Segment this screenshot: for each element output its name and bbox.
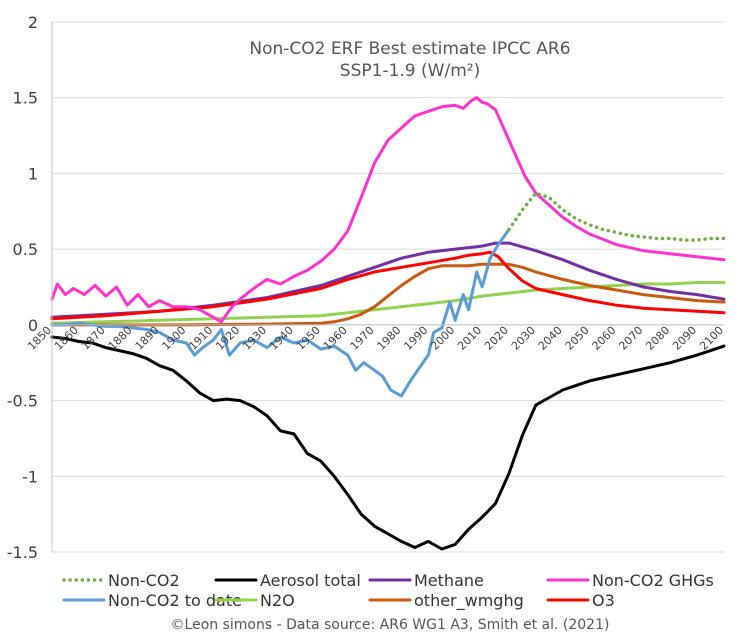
y-tick-label: 1.5 (13, 89, 38, 108)
x-tick-label: 2010 (455, 324, 484, 353)
y-tick-label: 0.5 (13, 240, 38, 259)
series-line-other-wmghg (50, 262, 726, 327)
legend-label: other_wmghg (414, 591, 524, 611)
series-line-non-co2-ghgs (50, 96, 726, 324)
chart-subtitle: SSP1-1.9 (W/m²) (340, 61, 480, 81)
y-tick-label: 0 (28, 316, 38, 335)
chart-title: Non-CO2 ERF Best estimate IPCC AR6 (249, 39, 570, 59)
x-tick-label: 1900 (160, 324, 189, 353)
x-tick-label: 2020 (482, 324, 511, 353)
x-tick-label: 1940 (267, 324, 296, 353)
legend: Non-CO2 Aerosol total Methane Non-CO2 GHGs N… (62, 571, 714, 611)
series-line-aerosol-total (50, 335, 726, 551)
source-note: ©Leon simons - Data source: AR6 WG1 A3, … (171, 617, 610, 633)
x-tick-label: 2060 (590, 324, 619, 353)
x-tick-label: 1860 (52, 324, 81, 353)
legend-label: Aerosol total (260, 571, 361, 590)
x-tick-label: 2090 (670, 324, 699, 353)
legend-label: N2O (260, 591, 295, 610)
x-tick-label: 1970 (348, 324, 377, 353)
x-tick-label: 1990 (401, 324, 430, 353)
legend-label: Non-CO2 (108, 571, 180, 590)
y-tick-label: 2 (28, 13, 38, 32)
x-tick-label: 2040 (536, 324, 565, 353)
x-tick-label: 2000 (428, 324, 457, 353)
x-tick-label: 2030 (509, 324, 538, 353)
legend-label: Methane (414, 571, 484, 590)
y-tick-label: -1 (22, 467, 38, 486)
series-layer (50, 96, 726, 551)
y-tick-label: -0.5 (7, 392, 38, 411)
grid (52, 21, 724, 553)
legend-label: O3 (592, 591, 615, 610)
x-tick-label: 1870 (79, 324, 108, 353)
x-tick-label: 2100 (697, 324, 726, 353)
legend-label: Non-CO2 to date (108, 591, 242, 610)
x-tick-label: 1930 (240, 324, 269, 353)
x-tick-label: 2050 (563, 324, 592, 353)
legend-label: Non-CO2 GHGs (592, 571, 714, 590)
x-tick-label: 2070 (616, 324, 645, 353)
series-line-o3 (50, 250, 726, 321)
x-tick-label: 2080 (643, 324, 672, 353)
y-tick-label: -1.5 (7, 543, 38, 562)
x-tick-label: 1980 (375, 324, 404, 353)
series-line-non-co2 (507, 191, 726, 242)
series-line-non-co2-to-date (50, 228, 511, 398)
y-tick-label: 1 (28, 164, 38, 183)
